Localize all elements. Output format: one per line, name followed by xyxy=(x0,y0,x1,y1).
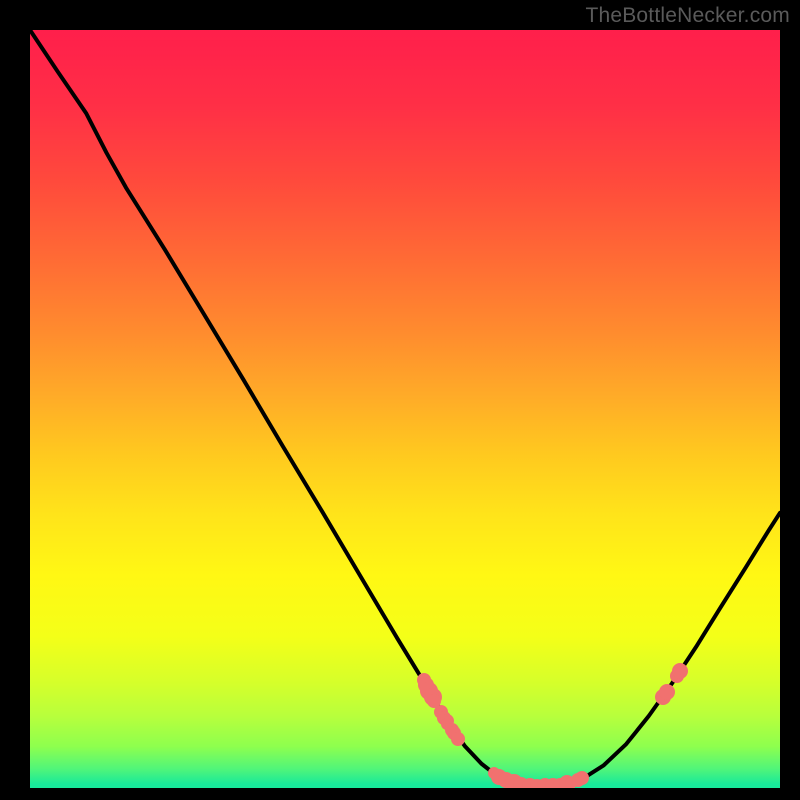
data-marker xyxy=(424,688,442,706)
data-marker xyxy=(537,778,553,788)
data-marker xyxy=(417,673,431,687)
watermark-text: TheBottleNecker.com xyxy=(585,4,790,28)
data-marker xyxy=(441,718,453,730)
data-marker xyxy=(440,714,454,728)
data-marker xyxy=(491,769,507,785)
data-marker xyxy=(427,694,441,708)
data-marker xyxy=(559,775,575,788)
data-marker xyxy=(655,689,671,705)
data-marker xyxy=(437,711,451,725)
data-marker xyxy=(545,778,561,788)
data-marker xyxy=(498,772,514,788)
data-marker xyxy=(575,771,589,785)
data-marker xyxy=(488,767,500,779)
data-marker xyxy=(670,669,684,683)
data-marker xyxy=(418,677,434,693)
chart-stage: TheBottleNecker.com xyxy=(0,0,800,800)
data-marker xyxy=(571,773,585,787)
data-marker xyxy=(530,779,544,788)
data-marker xyxy=(451,732,465,746)
plot-area xyxy=(30,30,780,788)
data-marker xyxy=(513,777,529,788)
data-marker xyxy=(522,778,538,788)
data-marker xyxy=(553,778,567,788)
data-marker xyxy=(434,705,448,719)
data-marker xyxy=(659,684,675,700)
data-marker xyxy=(565,777,577,788)
marker-layer xyxy=(30,30,780,788)
data-marker xyxy=(445,723,459,737)
data-marker xyxy=(447,726,461,740)
data-marker xyxy=(505,774,523,788)
data-marker xyxy=(420,682,438,700)
data-marker xyxy=(672,663,688,679)
